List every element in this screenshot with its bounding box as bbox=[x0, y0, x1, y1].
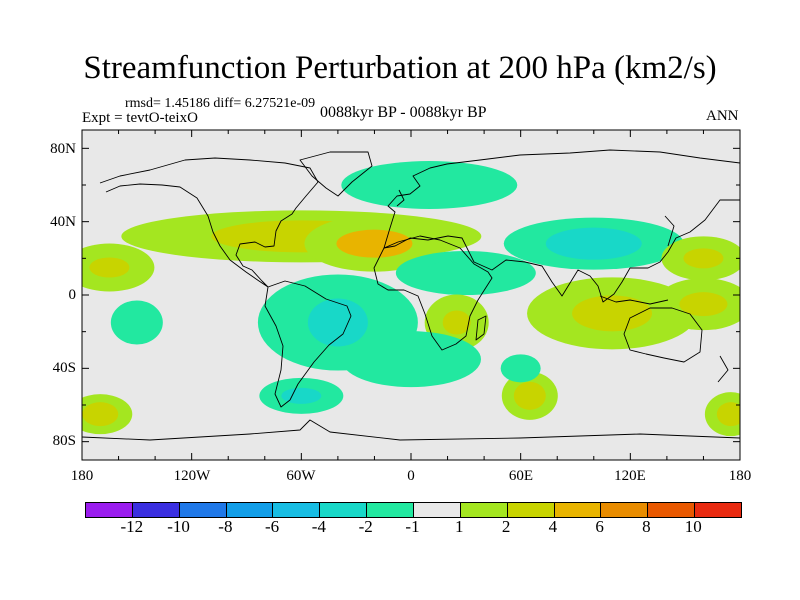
colorbar-box bbox=[648, 503, 696, 517]
lon-label-180e: 180 bbox=[728, 468, 752, 484]
contour-core bbox=[281, 387, 322, 404]
contour-core bbox=[307, 298, 368, 347]
contour-core bbox=[89, 257, 130, 278]
coast-africa bbox=[373, 235, 493, 351]
coast-new-zealand bbox=[717, 355, 729, 383]
colorbar-box bbox=[179, 503, 227, 517]
lon-label-0: 0 bbox=[407, 468, 415, 484]
period-label: 0088kyr BP - 0088kyr BP bbox=[320, 104, 487, 121]
colorbar-box bbox=[273, 503, 321, 517]
colorbar-box bbox=[507, 503, 555, 517]
experiment-label: Expt = tevtO-teixO bbox=[82, 110, 198, 126]
colorbar-box bbox=[554, 503, 602, 517]
colorbar-box bbox=[367, 503, 415, 517]
contour-core bbox=[679, 292, 728, 317]
lon-label-60w: 60W bbox=[286, 468, 316, 484]
contour-core bbox=[336, 229, 413, 258]
colorbar-label: 1 bbox=[455, 517, 464, 536]
colorbar-box bbox=[320, 503, 368, 517]
contour-core bbox=[82, 402, 119, 427]
colorbar-label: -8 bbox=[218, 517, 233, 536]
axis-ticks bbox=[81, 130, 741, 460]
contour-core bbox=[545, 227, 642, 260]
contour-core bbox=[442, 310, 471, 335]
colorbar-box bbox=[601, 503, 649, 517]
rmsd-diff-stats: rmsd= 1.45186 diff= 6.27521e-09 bbox=[125, 96, 316, 111]
colorbar-label: -10 bbox=[167, 517, 190, 536]
coast-madagascar bbox=[475, 315, 487, 341]
colorbar-label: 4 bbox=[548, 517, 558, 536]
contour-core bbox=[716, 402, 740, 427]
coastlines bbox=[82, 149, 740, 441]
colorbar-label: 6 bbox=[595, 517, 604, 536]
lat-label-40n: 40N bbox=[50, 214, 76, 230]
lon-label-60e: 60E bbox=[508, 468, 534, 484]
colorbar-box bbox=[226, 503, 274, 517]
contour-core bbox=[572, 295, 653, 332]
colorbar-box bbox=[86, 503, 133, 517]
coast-indonesia bbox=[599, 295, 669, 305]
colorbar bbox=[85, 502, 742, 518]
contour-region bbox=[500, 354, 541, 383]
lat-label-eq: 0 bbox=[68, 287, 77, 303]
season-label: ANN bbox=[706, 108, 739, 124]
contour-core bbox=[683, 248, 724, 269]
colorbar-box bbox=[132, 503, 180, 517]
contour-core bbox=[423, 259, 508, 287]
contour-core bbox=[513, 381, 546, 410]
colorbar-label: -2 bbox=[358, 517, 373, 536]
contour-region bbox=[110, 300, 163, 345]
coast-north-america bbox=[99, 157, 319, 288]
colorbar-label: 10 bbox=[684, 517, 702, 536]
lat-label-40s: 40S bbox=[52, 360, 76, 376]
lon-label-120e: 120E bbox=[614, 468, 646, 484]
colorbar-label: 2 bbox=[501, 517, 511, 536]
coast-japan bbox=[664, 215, 675, 247]
contour-region bbox=[341, 161, 518, 209]
colorbar-box bbox=[414, 503, 461, 517]
coast-australia bbox=[623, 307, 703, 363]
colorbar-box bbox=[460, 503, 508, 517]
coast-eurasia bbox=[383, 149, 740, 303]
colorbar-label: 8 bbox=[642, 517, 651, 536]
colorbar-label: -4 bbox=[311, 517, 326, 536]
colorbar-label: -6 bbox=[265, 517, 280, 536]
coast-greenland bbox=[299, 151, 373, 197]
contour-region bbox=[341, 331, 481, 388]
lat-label-80n: 80N bbox=[50, 141, 76, 157]
colorbar-box bbox=[695, 503, 742, 517]
coast-uk bbox=[396, 189, 405, 207]
coast-south-america bbox=[264, 280, 352, 408]
map-title: Streamfunction Perturbation at 200 hPa (… bbox=[83, 50, 717, 86]
coast-antarctica bbox=[82, 419, 740, 441]
lon-label-180w: 180 bbox=[70, 468, 94, 484]
lon-label-120w: 120W bbox=[173, 468, 211, 484]
colorbar-label: -12 bbox=[120, 517, 144, 536]
lat-label-80s: 80S bbox=[52, 433, 76, 449]
colorbar-label: -1 bbox=[405, 517, 420, 536]
